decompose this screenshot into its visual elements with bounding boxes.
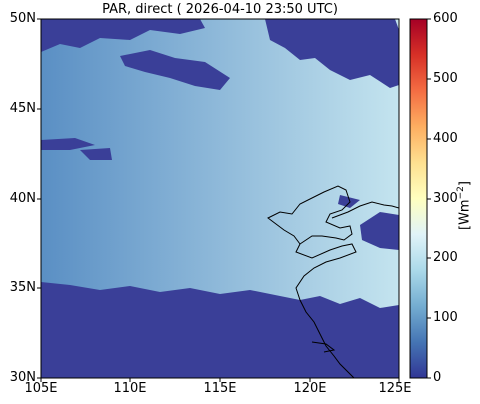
cloud-scatter-nw	[120, 50, 230, 90]
lon-tick-marks	[40, 378, 400, 382]
lat-tick-label: 50N	[9, 11, 36, 26]
cloud-mask	[41, 19, 399, 378]
colorbar-tick-label: 300	[433, 191, 458, 206]
lon-tick-label: 105E	[24, 381, 58, 396]
cloud-scatter-mid	[80, 148, 112, 160]
lat-tick-label: 40N	[9, 191, 36, 206]
colorbar-tick-label: 0	[433, 370, 442, 385]
bohai-coastline	[267, 185, 353, 245]
colorbar-tick-label: 100	[433, 310, 458, 325]
colorbar-label-end: ]	[457, 181, 473, 187]
lon-tick-label: 110E	[113, 381, 147, 396]
cloud-south-band	[41, 282, 399, 378]
colorbar-label: [Wm−2]	[456, 181, 472, 230]
cloud-scatter-w	[41, 138, 95, 150]
lon-tick-label: 125E	[378, 381, 412, 396]
cloud-bohai-east	[360, 212, 399, 250]
yangtze-estuary-outline	[311, 341, 336, 353]
lat-tick-label: 45N	[9, 101, 36, 116]
lon-tick-label: 115E	[203, 381, 237, 396]
lat-tick-label: 35N	[9, 280, 36, 295]
colorbar-tick-label: 200	[433, 250, 458, 265]
colorbar	[409, 18, 428, 379]
shandong-coastline	[295, 243, 357, 378]
colorbar-label-sup: −2	[456, 186, 466, 200]
cloud-north-band	[41, 19, 205, 52]
lon-tick-label: 120E	[293, 381, 327, 396]
colorbar-tick-label: 400	[433, 131, 458, 146]
map-title: PAR, direct ( 2026-04-10 23:50 UTC)	[102, 2, 338, 17]
cloud-korea-top	[338, 195, 360, 208]
liaodong-coastline	[331, 201, 399, 219]
colorbar-tick-label: 600	[433, 11, 458, 26]
cloud-north-east-a	[265, 19, 399, 88]
colorbar-label-main: [Wm	[457, 199, 473, 230]
colorbar-tick-label: 500	[433, 71, 458, 86]
lat-tick-label: 30N	[9, 370, 36, 385]
colorbar-tick-marks	[427, 18, 431, 379]
lat-tick-marks	[37, 18, 41, 379]
